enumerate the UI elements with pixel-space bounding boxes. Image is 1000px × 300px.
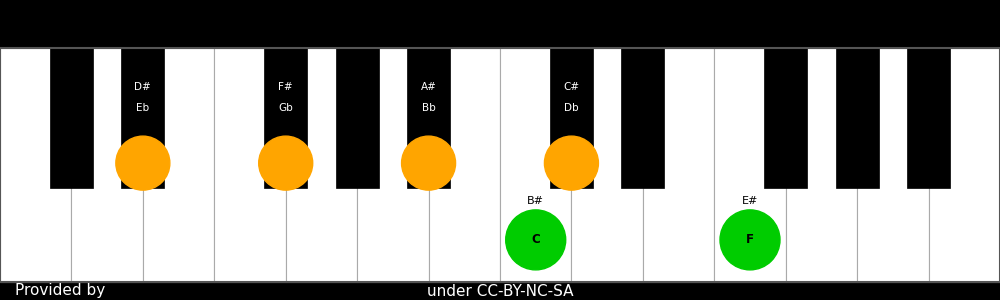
Bar [336, 48, 379, 188]
Bar [571, 48, 643, 282]
Bar [121, 48, 164, 188]
Bar [836, 48, 879, 188]
Bar [50, 48, 93, 188]
Circle shape [720, 210, 780, 270]
Text: Db: Db [564, 103, 579, 113]
Bar [429, 48, 500, 282]
Text: under CC-BY-NC-SA: under CC-BY-NC-SA [427, 284, 573, 298]
Bar [500, 48, 571, 282]
Bar [71, 48, 143, 282]
Bar [0, 282, 1000, 300]
Bar [214, 48, 286, 282]
Circle shape [402, 136, 456, 190]
Text: D#: D# [134, 82, 151, 92]
Text: Provided by: Provided by [15, 284, 105, 298]
Bar [907, 48, 950, 188]
Bar [857, 48, 929, 282]
Bar [714, 48, 786, 282]
Bar [764, 48, 807, 188]
Text: F: F [746, 233, 754, 246]
Circle shape [544, 136, 598, 190]
Bar [286, 48, 357, 282]
Bar [357, 48, 429, 282]
Text: Gb: Gb [278, 103, 293, 113]
Text: A#: A# [421, 82, 437, 92]
Circle shape [506, 210, 566, 270]
Bar [407, 48, 450, 188]
Text: C#: C# [563, 82, 579, 92]
Bar [786, 48, 857, 282]
Bar [621, 48, 664, 188]
Text: F#: F# [278, 82, 293, 92]
Bar [929, 48, 1000, 282]
Bar [643, 48, 714, 282]
Text: E#: E# [742, 196, 758, 206]
Text: C: C [531, 233, 540, 246]
Bar [0, 48, 1000, 282]
Text: Eb: Eb [136, 103, 149, 113]
Circle shape [259, 136, 313, 190]
Text: B#: B# [527, 196, 544, 206]
Bar [0, 48, 71, 282]
Text: Bb: Bb [422, 103, 435, 113]
Bar [143, 48, 214, 282]
Bar [550, 48, 593, 188]
Circle shape [116, 136, 170, 190]
Bar [264, 48, 307, 188]
